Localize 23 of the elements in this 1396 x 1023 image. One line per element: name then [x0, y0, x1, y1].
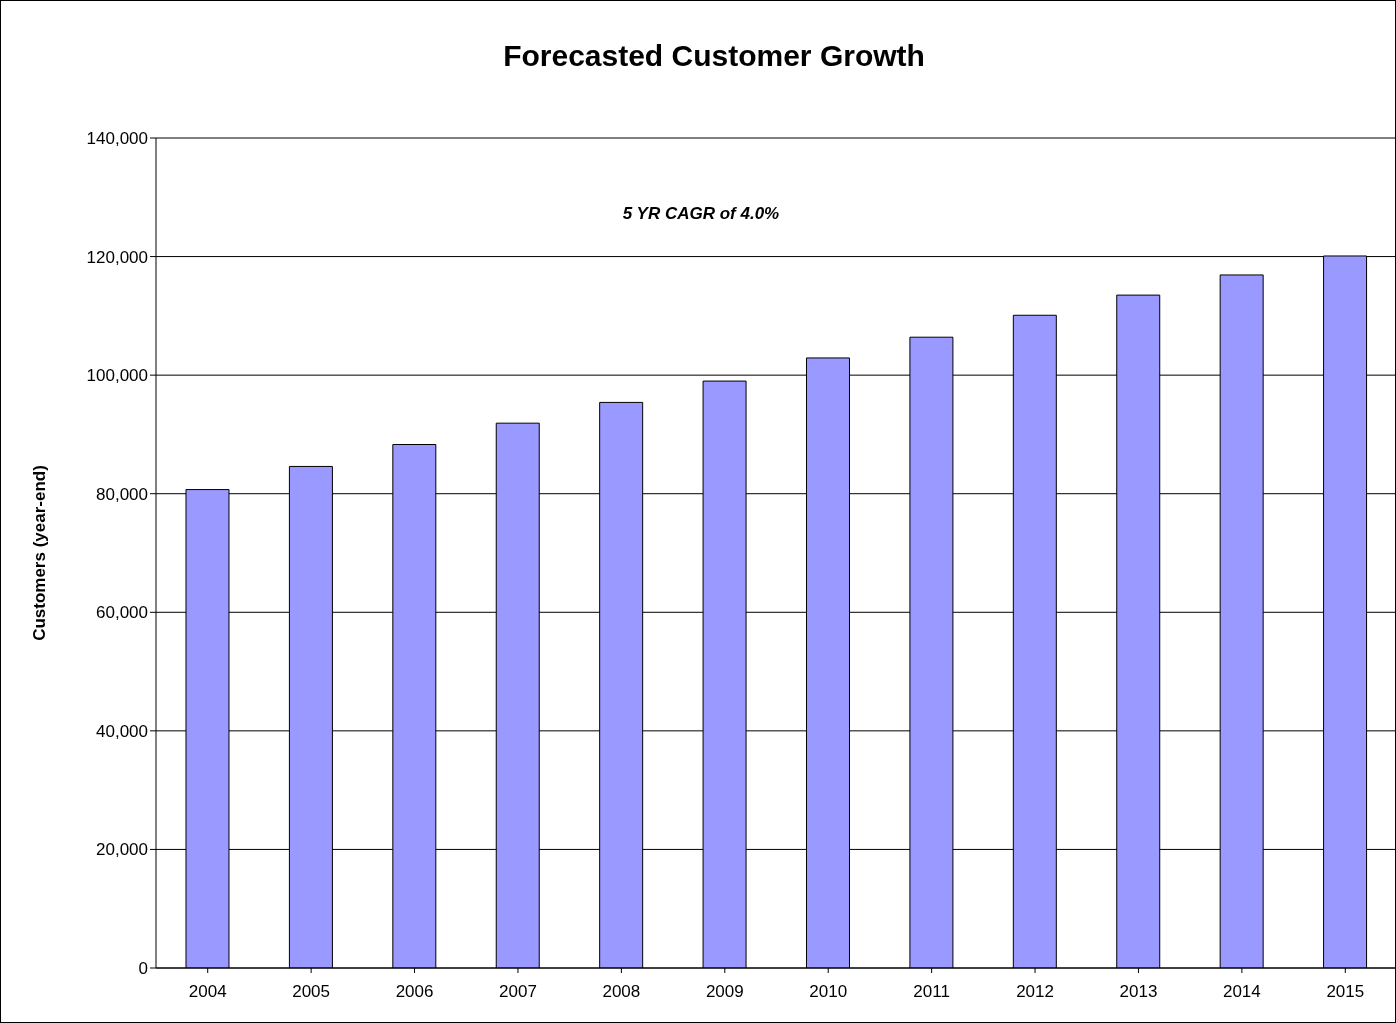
x-tick-label: 2006: [395, 982, 434, 1002]
y-tick-label: 0: [138, 959, 148, 979]
x-tick-label: 2007: [499, 982, 537, 1002]
y-tick-label: 140,000: [86, 129, 148, 149]
x-tick-label: 2014: [1222, 982, 1261, 1002]
x-tick-label: 2013: [1119, 982, 1158, 1002]
x-tick-label: 2009: [705, 982, 744, 1002]
annotation: 5 YR CAGR of 4.0%: [621, 204, 781, 224]
x-tick-label: 2010: [809, 982, 848, 1002]
x-tick-label: 2004: [188, 982, 227, 1002]
x-tick-label: 2015: [1326, 982, 1365, 1002]
y-tick-label: 20,000: [96, 840, 148, 860]
y-tick-label: 60,000: [96, 603, 148, 623]
x-tick-label: 2011: [913, 982, 950, 1002]
y-tick-label: 120,000: [86, 247, 148, 267]
x-tick-label: 2012: [1016, 982, 1054, 1002]
chart-title: Forecasted Customer Growth: [502, 39, 926, 73]
y-tick-label: 100,000: [86, 366, 148, 386]
x-tick-label: 2005: [292, 982, 331, 1002]
y-tick-label: 40,000: [96, 721, 148, 741]
y-tick-label: 80,000: [96, 484, 148, 504]
y-axis-title: Customers (year-end): [30, 465, 50, 641]
x-tick-label: 2008: [602, 982, 641, 1002]
